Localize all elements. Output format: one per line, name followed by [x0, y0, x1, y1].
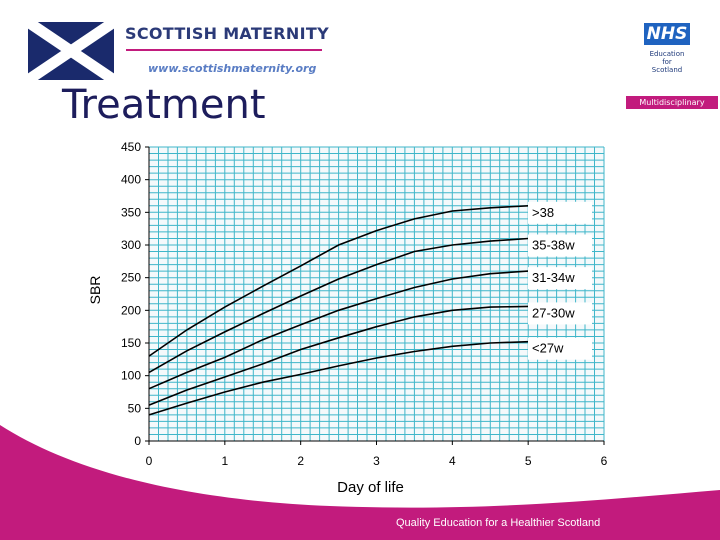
y-tick-label: 200 — [121, 303, 141, 317]
x-tick-label: 1 — [221, 454, 228, 468]
brand-name: SCOTTISH MATERNITY — [125, 24, 329, 43]
series-line — [148, 205, 529, 357]
nhs-logo-subtitle: Education for Scotland — [649, 50, 685, 74]
y-tick-label: 50 — [128, 401, 142, 415]
x-tick-label: 2 — [297, 454, 304, 468]
y-axis-title: SBR — [87, 276, 103, 305]
y-tick-label: 150 — [121, 336, 141, 350]
x-tick-label: 0 — [146, 454, 153, 468]
sbr-treatment-chart: 0 50 100 150 200 250 300 350 400 450 0 1 2 3 4 5 6 Day of… — [87, 140, 608, 496]
x-tick-label: 6 — [601, 454, 608, 468]
x-tick-label: 4 — [449, 454, 456, 468]
series-label: >38 — [532, 205, 554, 220]
x-axis-title: Day of life — [337, 479, 404, 496]
series-label-box — [528, 234, 592, 257]
series-line — [148, 270, 529, 390]
series-label-box — [528, 201, 592, 224]
y-tick-label: 300 — [121, 238, 141, 252]
y-tick-label: 250 — [121, 271, 141, 285]
x-tick-label: 5 — [525, 454, 532, 468]
series-label: <27w — [532, 341, 564, 356]
brand-url: www.scottishmaternity.org — [148, 62, 317, 75]
series-label: 35-38w — [532, 237, 575, 252]
series-line — [148, 340, 529, 416]
series-label: 27-30w — [532, 305, 575, 320]
saltire-flag-icon — [28, 22, 114, 80]
y-tick-label: 100 — [121, 369, 141, 383]
series-label-box — [528, 302, 592, 325]
series-label-box — [528, 337, 592, 360]
series-label: 31-34w — [532, 270, 575, 285]
nhs-logo: NHS — [644, 23, 690, 45]
x-tick-label: 3 — [373, 454, 380, 468]
y-tick-label: 450 — [121, 140, 141, 154]
series-line — [148, 305, 529, 406]
series-label-box — [528, 267, 592, 290]
series-line — [148, 237, 529, 374]
y-tick-label: 0 — [134, 434, 141, 448]
y-tick-label: 350 — [121, 205, 141, 219]
y-tick-label: 400 — [121, 173, 141, 187]
multidisciplinary-tag: Multidisciplinary — [626, 96, 718, 109]
slide-title: Treatment — [62, 82, 266, 128]
footer-text: Quality Education for a Healthier Scotla… — [396, 517, 601, 529]
brand-divider — [126, 49, 322, 51]
